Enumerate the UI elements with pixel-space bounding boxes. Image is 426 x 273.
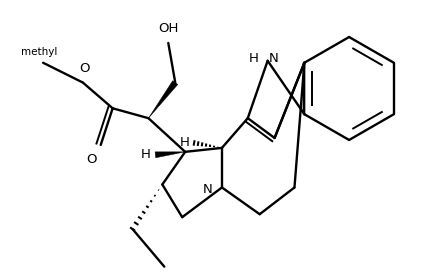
Polygon shape	[148, 81, 178, 118]
Text: H: H	[249, 52, 259, 65]
Text: N: N	[202, 183, 212, 196]
Text: H: H	[141, 148, 150, 161]
Text: N: N	[269, 52, 278, 65]
Text: OH: OH	[158, 22, 178, 35]
Text: methyl: methyl	[21, 47, 58, 57]
Polygon shape	[155, 152, 185, 158]
Text: O: O	[80, 62, 90, 75]
Text: O: O	[86, 153, 97, 166]
Text: H: H	[179, 136, 189, 149]
